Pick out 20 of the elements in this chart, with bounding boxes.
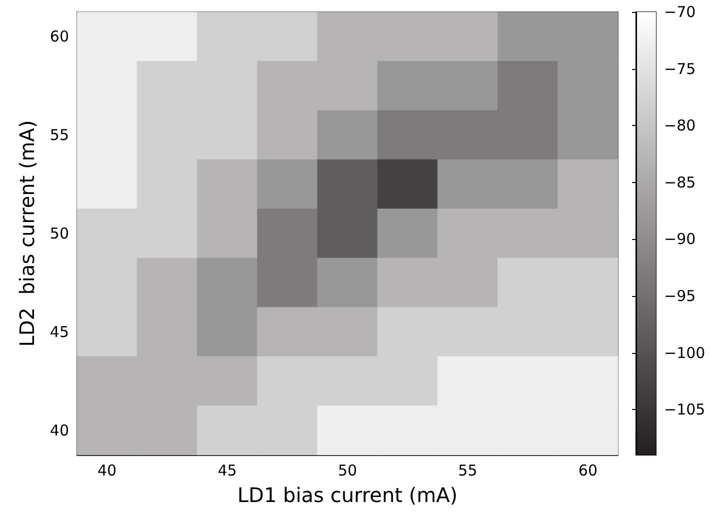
y-tick-label: 60: [50, 28, 69, 46]
x-tick-label: 50: [338, 462, 358, 480]
color-bar-label: −85: [664, 173, 696, 192]
x-tick-label: 60: [578, 462, 598, 480]
x-tick-label: 55: [458, 462, 478, 480]
color-bar-label: −95: [664, 286, 696, 305]
x-tick-label: 40: [98, 462, 117, 480]
x-axis-title: LD1 bias current (mA): [237, 483, 458, 507]
y-tick-label: 50: [50, 224, 69, 242]
color-bar-label: −105: [664, 400, 706, 419]
x-tick-label: 45: [218, 462, 237, 480]
y-tick-label: 55: [50, 126, 69, 144]
color-bar-label: −75: [664, 60, 696, 78]
color-bar-label: −80: [664, 116, 696, 135]
y-axis-title: LD2 bias current (mA): [15, 120, 39, 347]
color-bar-label: −90: [664, 230, 696, 248]
y-tick-label: 45: [50, 322, 69, 341]
y-tick-label: 40: [50, 421, 69, 440]
color-bar-label: −70: [664, 3, 696, 21]
color-bar-label: −100: [664, 344, 706, 362]
